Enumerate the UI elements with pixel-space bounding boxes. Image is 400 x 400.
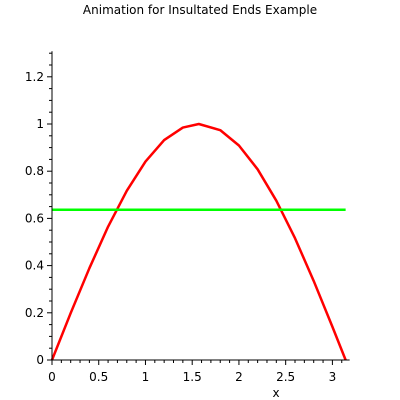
y-tick-label: 1.2 (25, 70, 44, 84)
x-tick-label: 0.5 (89, 370, 108, 384)
x-tick-label: 1.5 (183, 370, 202, 384)
y-tick-label: 0.8 (25, 164, 44, 178)
y-tick-label: 0.6 (25, 211, 44, 225)
x-tick-label: 1 (142, 370, 150, 384)
y-tick-label: 0.2 (25, 306, 44, 320)
x-axis-label: x (272, 386, 279, 400)
axes-layer (51, 51, 350, 361)
ticks-layer: 0 0.5 1 1.5 2 2.5 3 0 0.2 0.4 0.6 0.8 1 1.2 (25, 52, 343, 384)
y-tick-label: 0 (36, 353, 44, 367)
chart-title: Animation for Insultated Ends Example (83, 3, 317, 17)
series-layer (50, 122, 347, 361)
x-tick-label: 3 (329, 370, 337, 384)
temperature-curve-line (50, 122, 347, 361)
x-tick-label: 2.5 (276, 370, 295, 384)
y-tick-label: 1 (36, 117, 44, 131)
x-tick-label: 0 (48, 370, 56, 384)
y-tick-label: 0.4 (25, 259, 44, 273)
x-tick-label: 2 (235, 370, 243, 384)
